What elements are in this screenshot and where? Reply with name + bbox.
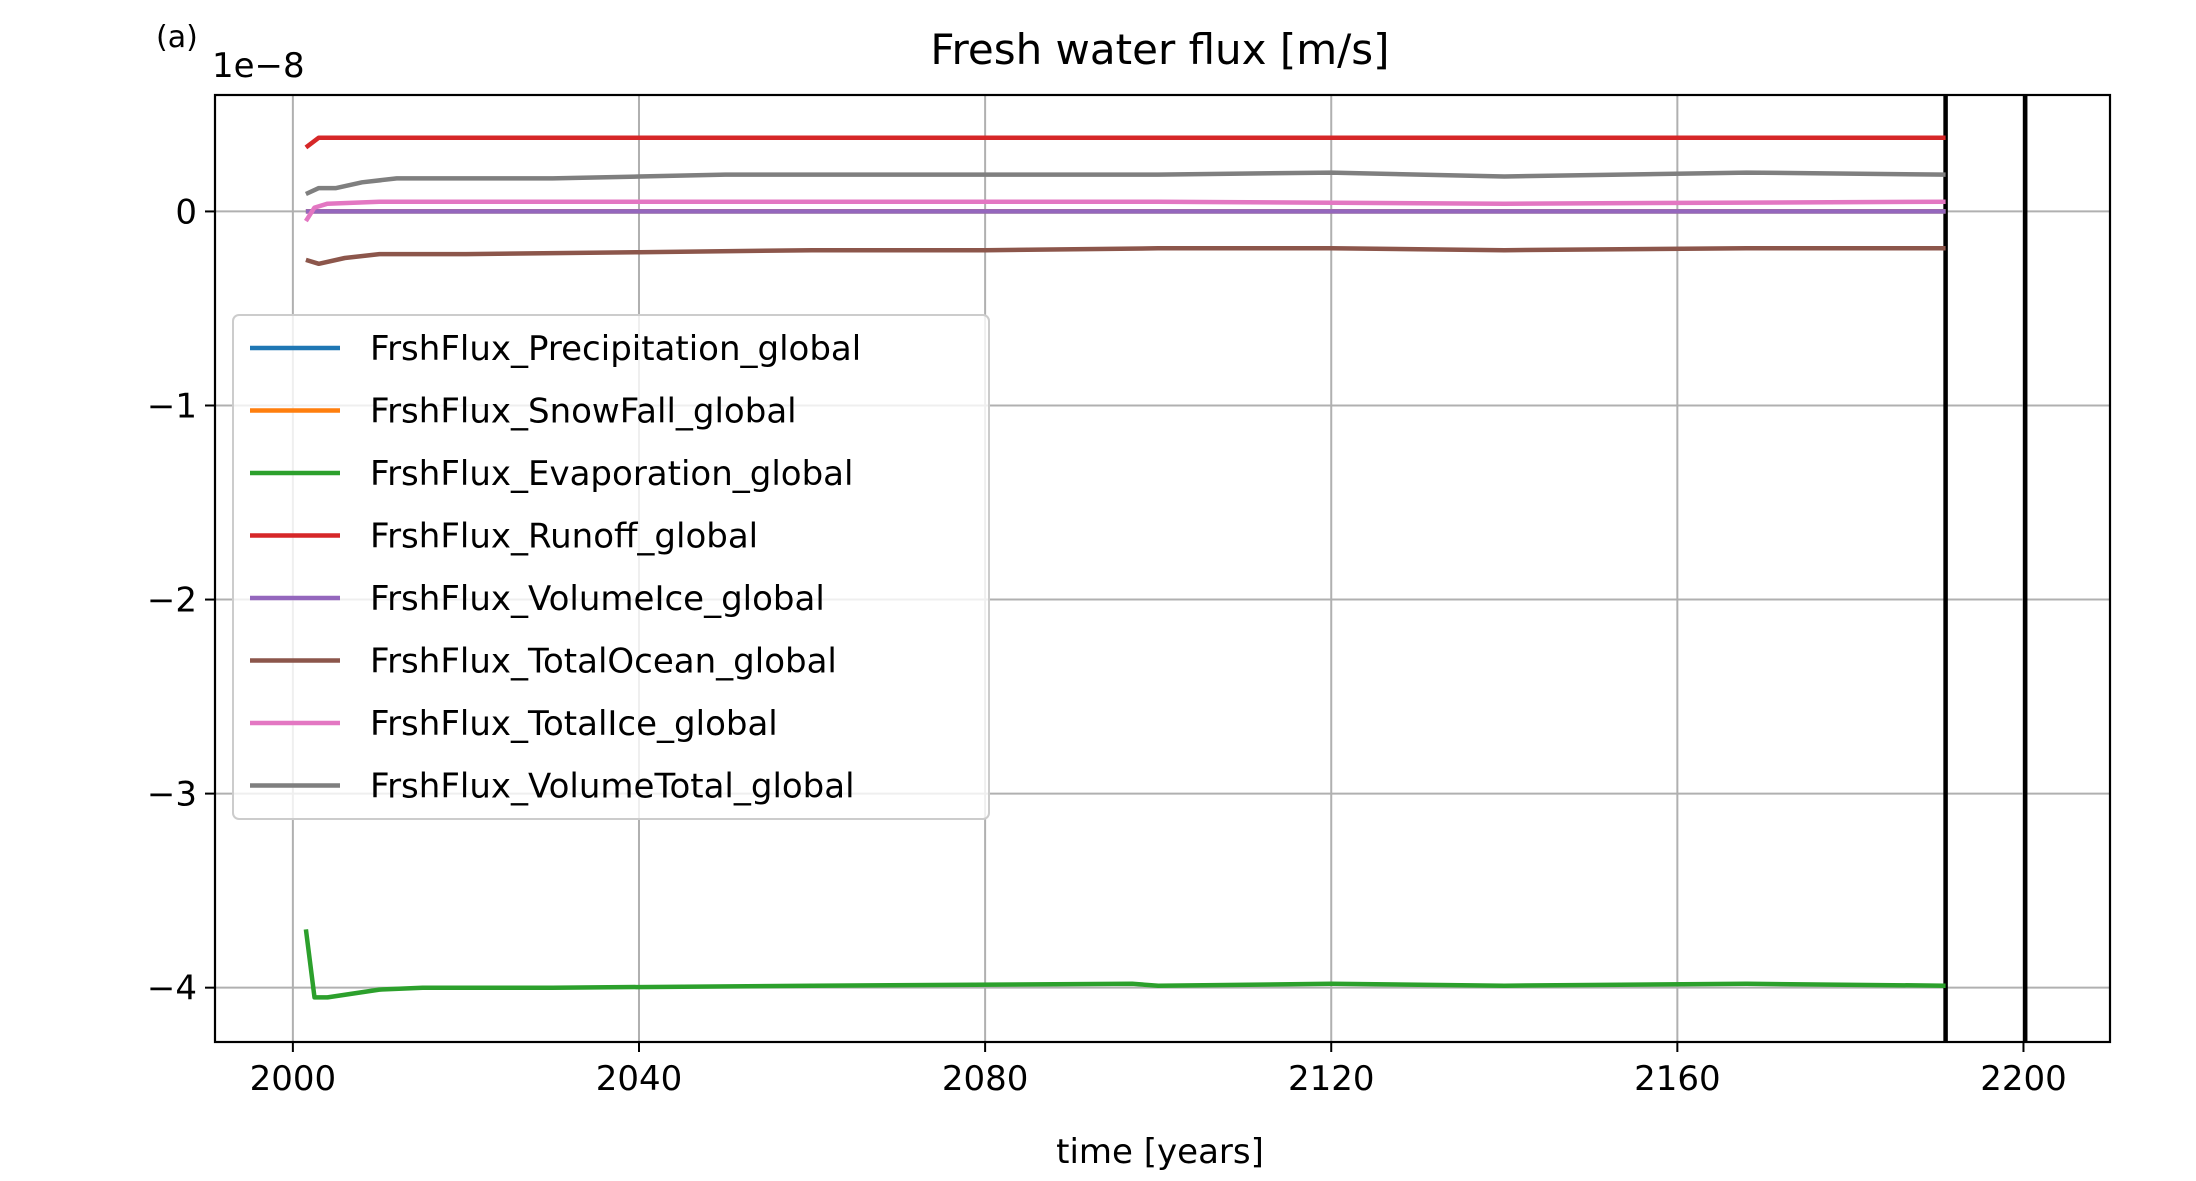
- series-line: [304, 170, 1946, 197]
- legend-entries: FrshFlux_Precipitation_global FrshFlux_Sn…: [250, 329, 861, 807]
- x-tick-label: 2000: [250, 1059, 337, 1099]
- legend-label: FrshFlux_SnowFall_global: [370, 392, 797, 432]
- x-tick-label: 2200: [1980, 1059, 2067, 1099]
- series-line: [304, 135, 1946, 150]
- x-tick-label: 2160: [1634, 1059, 1721, 1099]
- legend-label: FrshFlux_VolumeIce_global: [370, 579, 825, 619]
- legend-label: FrshFlux_TotalOcean_global: [370, 642, 837, 682]
- series-line: [305, 246, 1946, 267]
- y-tick-label: −3: [147, 775, 197, 815]
- legend-label: FrshFlux_VolumeTotal_global: [370, 767, 855, 807]
- legend-label: FrshFlux_TotalIce_global: [370, 704, 778, 744]
- series-layer: [303, 135, 1946, 1000]
- y-tick-label: −2: [147, 581, 197, 621]
- vertical-marker-lines: [1943, 95, 2028, 1042]
- series-line: [304, 199, 1946, 223]
- x-tick-label: 2080: [942, 1059, 1029, 1099]
- tick-layer: 2000 2040 2080 2120 2160 2200 0 −1 −2 −3 −4: [147, 192, 2067, 1099]
- x-axis-label: time [years]: [1056, 1132, 1264, 1172]
- y-tick-label: −4: [147, 969, 197, 1009]
- y-tick-label: 0: [175, 192, 197, 232]
- legend-label: FrshFlux_Evaporation_global: [370, 454, 853, 494]
- series-line: [303, 929, 1946, 1000]
- plot-area-frame: [213, 93, 2112, 1044]
- y-offset-label: 1e−8: [212, 46, 305, 86]
- legend-label: FrshFlux_Runoff_global: [370, 517, 758, 557]
- chart-title: Fresh water flux [m/s]: [930, 25, 1389, 74]
- legend-box: [232, 314, 990, 820]
- x-tick-label: 2040: [596, 1059, 683, 1099]
- legend: FrshFlux_Precipitation_global FrshFlux_Sn…: [232, 314, 990, 820]
- panel-label: (a): [156, 20, 198, 55]
- y-tick-label: −1: [147, 386, 197, 426]
- legend-label: FrshFlux_Precipitation_global: [370, 329, 861, 369]
- x-tick-label: 2120: [1288, 1059, 1375, 1099]
